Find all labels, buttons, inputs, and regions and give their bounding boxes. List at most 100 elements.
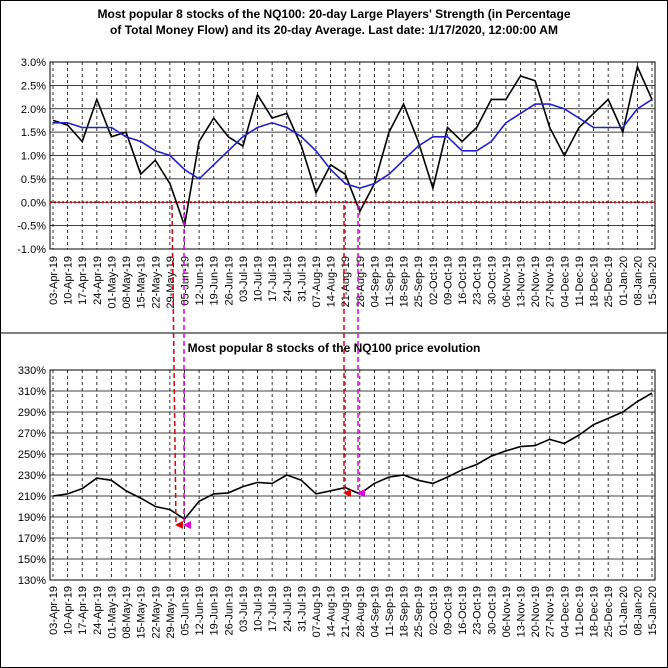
x-tick-label: 13-Nov-19 <box>516 256 528 307</box>
x-tick-label: 23-Oct-19 <box>472 256 484 305</box>
x-tick-label: 08-May-19 <box>121 256 133 309</box>
x-tick-label: 14-Aug-19 <box>326 256 338 307</box>
x-tick-label: 31-Jul-19 <box>296 256 308 302</box>
x-tick-label: 28-Aug-19 <box>355 586 367 637</box>
x-tick-label: 04-Dec-19 <box>559 586 571 637</box>
x-tick-label: 09-Oct-19 <box>442 256 454 305</box>
x-tick-label: 29-May-19 <box>165 586 177 639</box>
x-tick-label: 03-Jul-19 <box>238 256 250 302</box>
y-tick-label: 190% <box>18 512 46 524</box>
arrow <box>171 204 184 529</box>
y-tick-label: 1.5% <box>21 127 46 139</box>
x-tick-label: 03-Apr-19 <box>48 256 60 305</box>
y-tick-label: 1.0% <box>21 151 46 163</box>
y-tick-label: 170% <box>18 533 46 545</box>
x-tick-label: 24-Jul-19 <box>282 586 294 632</box>
x-tick-label: 20-Nov-19 <box>530 586 542 637</box>
x-tick-label: 02-Oct-19 <box>428 586 440 635</box>
x-tick-label: 18-Dec-19 <box>589 256 601 307</box>
y-tick-label: 290% <box>18 407 46 419</box>
x-tick-label: 16-Oct-19 <box>457 256 469 305</box>
plot-frame <box>49 369 656 581</box>
x-tick-label: 10-Apr-19 <box>63 586 75 635</box>
x-tick-label: 27-Nov-19 <box>545 256 557 307</box>
x-tick-label: 25-Sep-19 <box>413 586 425 637</box>
x-tick-label: 15-May-19 <box>136 256 148 309</box>
x-tick-label: 24-Apr-19 <box>92 256 104 305</box>
x-tick-label: 04-Dec-19 <box>559 256 571 307</box>
x-tick-label: 06-Nov-19 <box>501 256 513 307</box>
x-tick-label: 30-Oct-19 <box>486 256 498 305</box>
x-tick-label: 09-Oct-19 <box>442 586 454 635</box>
x-tick-label: 26-Jun-19 <box>223 256 235 306</box>
x-tick-label: 18-Sep-19 <box>399 586 411 637</box>
x-tick-label: 15-May-19 <box>136 586 148 639</box>
x-tick-label: 31-Jul-19 <box>296 586 308 632</box>
y-tick-label: 0.5% <box>21 174 46 186</box>
x-tick-label: 06-Nov-19 <box>501 586 513 637</box>
x-tick-label: 17-Apr-19 <box>77 256 89 305</box>
x-tick-label: 18-Dec-19 <box>589 586 601 637</box>
y-tick-label: 0.0% <box>21 197 46 209</box>
y-tick-label: -0.5% <box>17 221 46 233</box>
x-tick-label: 05-Jun-19 <box>179 586 191 636</box>
x-tick-label: 01-Jan-20 <box>618 256 630 306</box>
x-tick-label: 03-Apr-19 <box>48 586 60 635</box>
x-tick-label: 03-Jul-19 <box>238 586 250 632</box>
x-tick-label: 23-Oct-19 <box>472 586 484 635</box>
x-tick-label: 24-Jul-19 <box>282 256 294 302</box>
x-tick-label: 12-Jun-19 <box>194 256 206 306</box>
x-tick-label: 26-Jun-19 <box>223 586 235 636</box>
x-tick-label: 14-Aug-19 <box>326 586 338 637</box>
y-tick-label: 250% <box>18 449 46 461</box>
x-tick-label: 12-Jun-19 <box>194 586 206 636</box>
x-tick-label: 21-Aug-19 <box>340 256 352 307</box>
x-tick-label: 01-Jan-20 <box>618 586 630 636</box>
x-tick-label: 08-May-19 <box>121 586 133 639</box>
x-tick-label: 04-Sep-19 <box>369 256 381 307</box>
x-tick-label: 08-Jan-20 <box>632 256 644 306</box>
x-tick-label: 27-Nov-19 <box>545 586 557 637</box>
x-tick-label: 20-Nov-19 <box>530 256 542 307</box>
x-tick-label: 22-May-19 <box>150 586 162 639</box>
x-tick-label: 08-Jan-20 <box>632 586 644 636</box>
plot-frame <box>49 61 656 250</box>
x-tick-label: 22-May-19 <box>150 256 162 309</box>
y-tick-label: 230% <box>18 470 46 482</box>
chart-title: Most popular 8 stocks of the NQ100: 20-d… <box>98 7 571 21</box>
y-tick-label: 3.0% <box>21 57 46 69</box>
y-tick-label: 2.0% <box>21 104 46 116</box>
x-tick-label: 10-Apr-19 <box>63 256 75 305</box>
x-tick-label: 17-Apr-19 <box>77 586 89 635</box>
x-tick-label: 17-Jul-19 <box>267 256 279 302</box>
x-tick-label: 16-Oct-19 <box>457 586 469 635</box>
x-tick-label: 11-Sep-19 <box>384 256 396 307</box>
y-tick-label: 270% <box>18 428 46 440</box>
x-tick-label: 24-Apr-19 <box>92 586 104 635</box>
x-tick-label: 07-Aug-19 <box>311 256 323 307</box>
x-tick-label: 19-Jun-19 <box>209 256 221 306</box>
x-tick-label: 13-Nov-19 <box>516 586 528 637</box>
x-tick-label: 01-May-19 <box>106 586 118 639</box>
x-tick-label: 21-Aug-19 <box>340 586 352 637</box>
x-tick-label: 15-Jan-20 <box>647 256 659 306</box>
x-tick-label: 15-Jan-20 <box>647 586 659 636</box>
x-tick-label: 02-Oct-19 <box>428 256 440 305</box>
series-line <box>52 392 653 521</box>
chart-title: Most popular 8 stocks of the NQ100 price… <box>188 341 481 355</box>
y-tick-label: 330% <box>18 365 46 377</box>
x-tick-label: 17-Jul-19 <box>267 586 279 632</box>
x-tick-label: 01-May-19 <box>106 256 118 309</box>
x-tick-label: 25-Sep-19 <box>413 256 425 307</box>
x-tick-label: 07-Aug-19 <box>311 586 323 637</box>
x-tick-label: 11-Dec-19 <box>574 586 586 637</box>
x-tick-label: 25-Dec-19 <box>603 256 615 307</box>
x-tick-label: 11-Dec-19 <box>574 256 586 307</box>
y-tick-label: 130% <box>18 575 46 587</box>
y-tick-label: 150% <box>18 554 46 566</box>
x-tick-label: 10-Jul-19 <box>253 586 265 632</box>
x-tick-label: 28-Aug-19 <box>355 256 367 307</box>
